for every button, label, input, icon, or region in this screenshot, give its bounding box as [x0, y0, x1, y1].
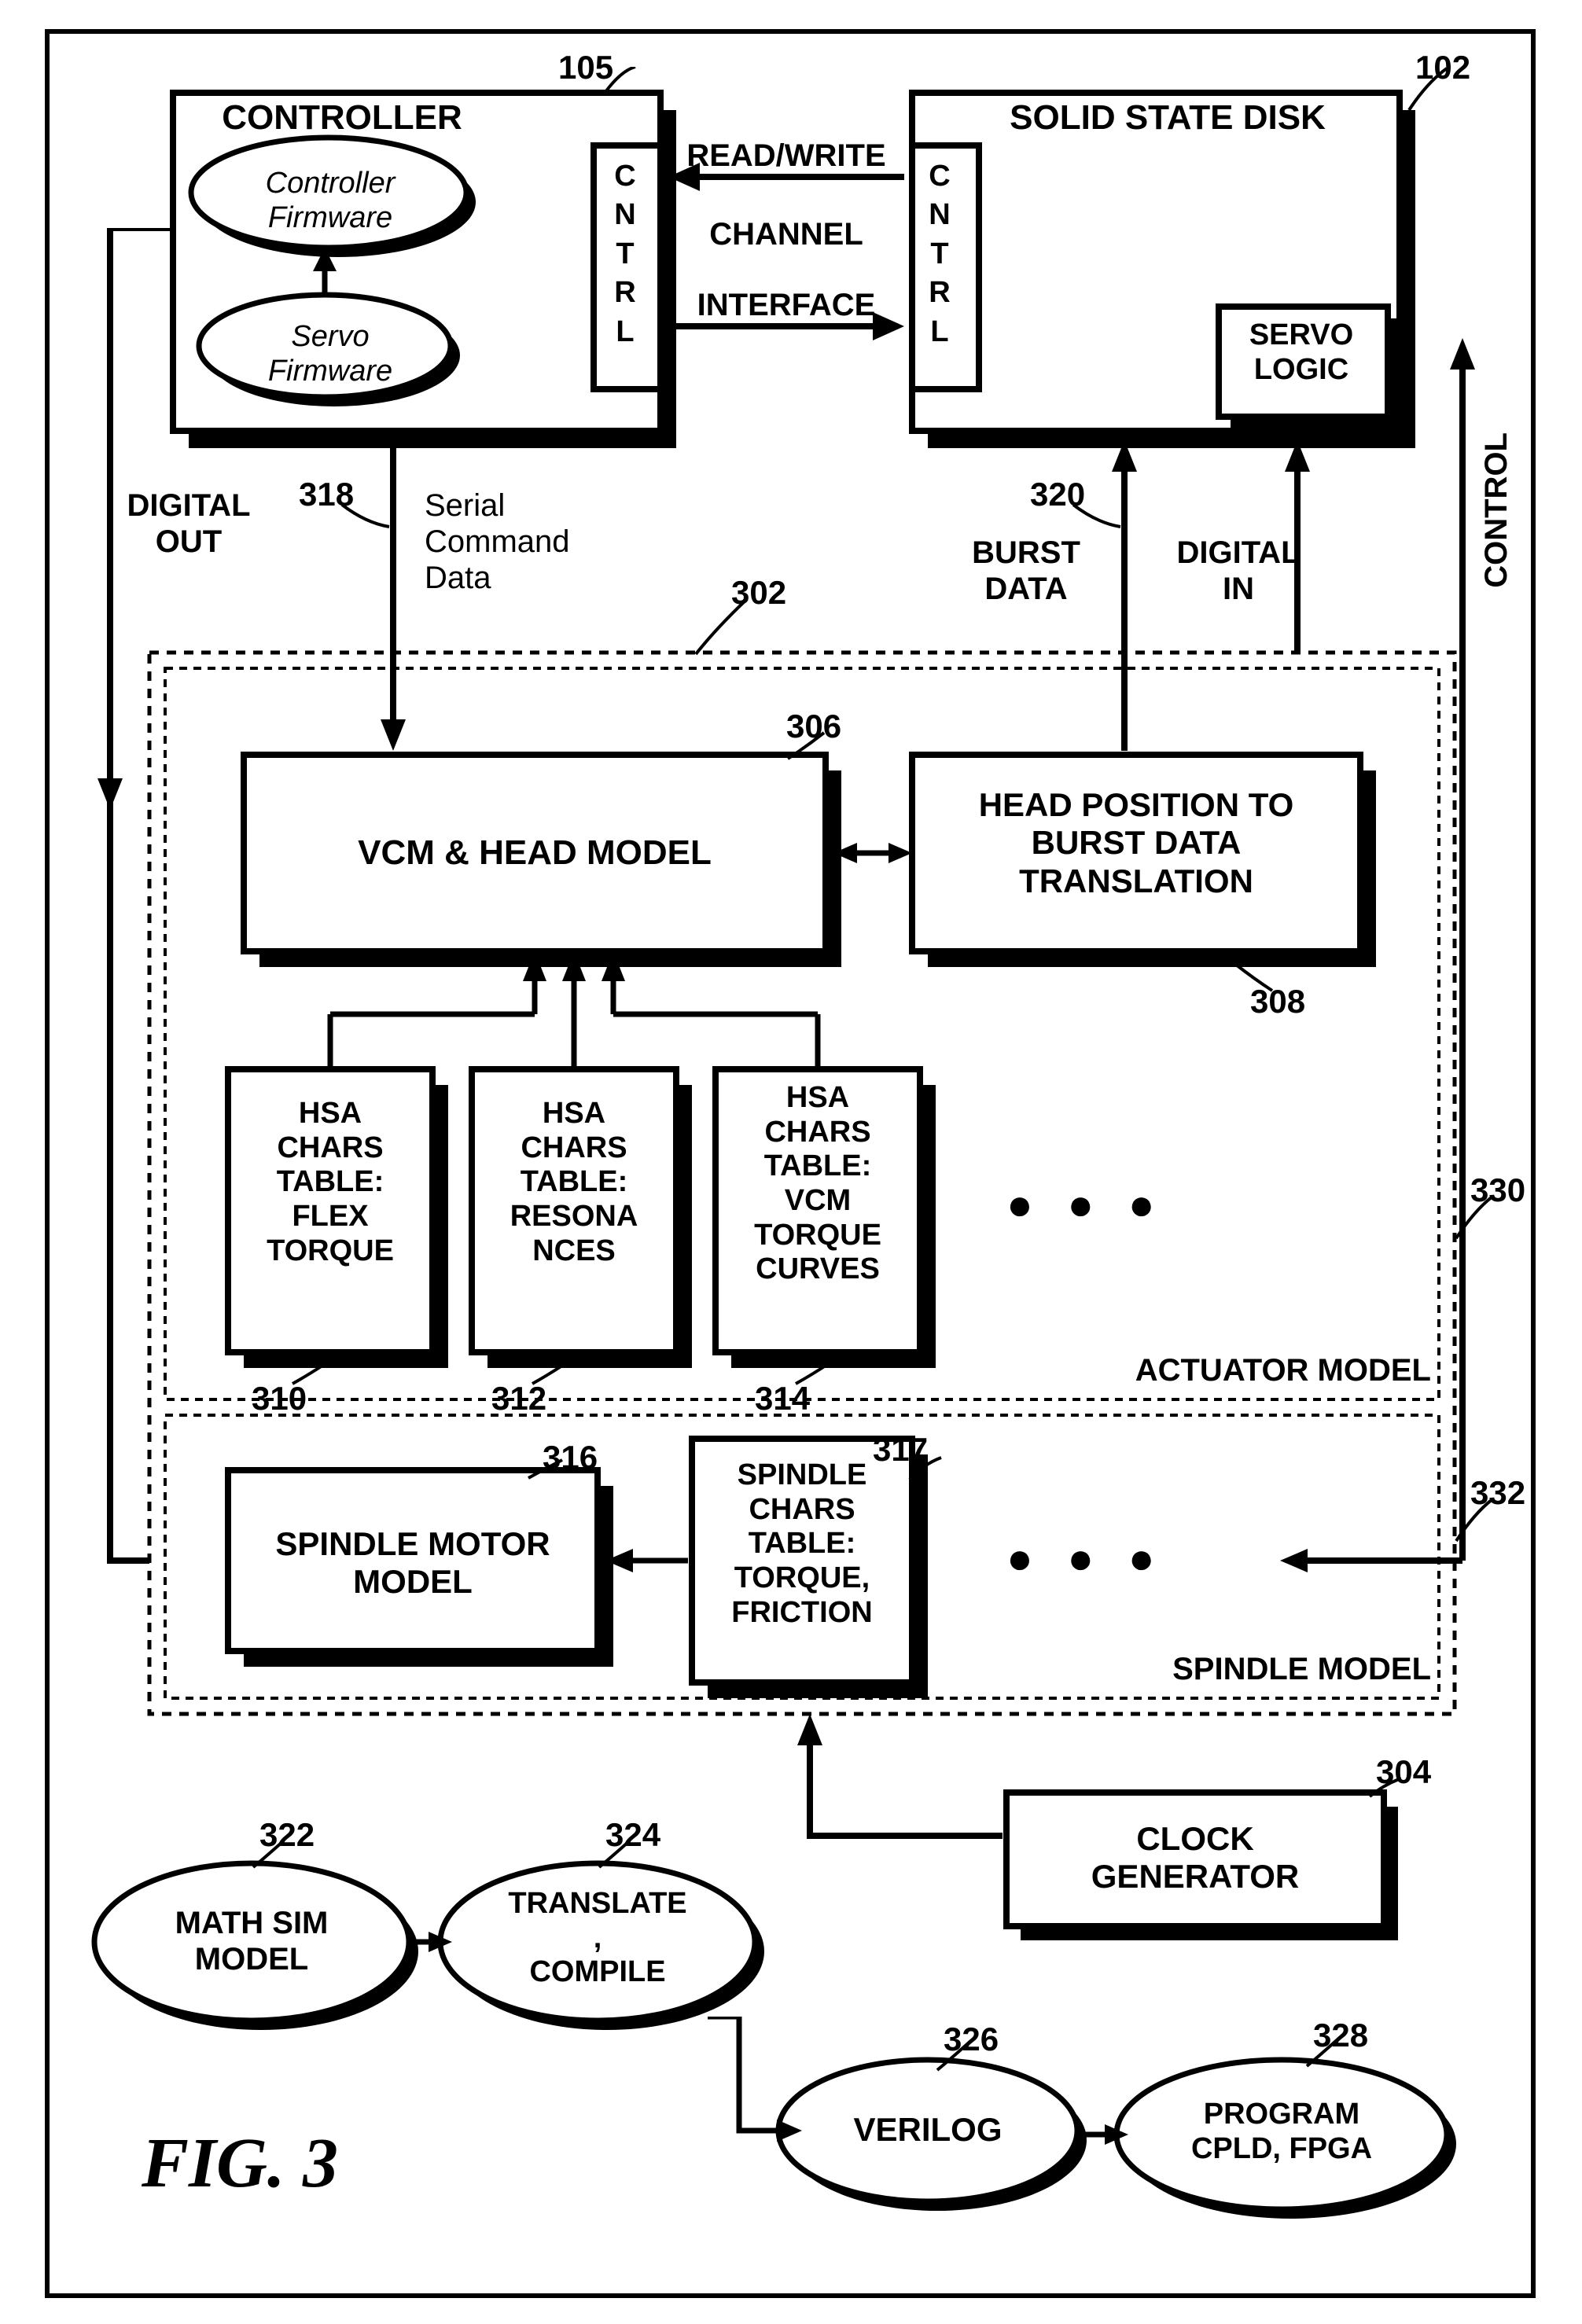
trans-verilog-arrow: [708, 2017, 826, 2150]
ref-105-lead: [598, 67, 645, 98]
ref-314-lead: [794, 1364, 841, 1388]
ref-316-lead: [527, 1458, 566, 1482]
ref-308-lead: [1234, 963, 1282, 995]
servo-logic: SERVO LOGIC: [1223, 318, 1380, 387]
spindle-label: SPINDLE MODEL: [1117, 1651, 1431, 1687]
vcm-label: VCM & HEAD MODEL: [252, 833, 818, 873]
ref-306-lead: [786, 731, 833, 763]
ssd-to-spindle-right: [1280, 440, 1469, 1572]
controller-cntrl: C N T R L: [598, 157, 653, 351]
ref-324-lead: [598, 1840, 637, 1871]
page: CONTROLLER Controller Firmware Servo Fir…: [0, 0, 1582, 2324]
ref-312-lead: [531, 1364, 578, 1388]
clock-arrow: [778, 1714, 1006, 1848]
ref-318-lead: [338, 503, 393, 535]
spindle-motor-label: SPINDLE MOTOR MODEL: [236, 1525, 590, 1601]
verilog-label: VERILOG: [833, 2111, 1022, 2149]
hsa3-label: HSA CHARS TABLE: VCM TORQUE CURVES: [719, 1081, 916, 1287]
ref-320-lead: [1069, 503, 1124, 535]
ref-326-lead: [936, 2043, 975, 2074]
verilog-prog-arrow: [1077, 2119, 1132, 2150]
ref-310-lead: [291, 1364, 338, 1388]
math-trans-arrow: [409, 1926, 456, 1958]
controller-title: CONTROLLER: [204, 98, 480, 138]
digital-out-label: DIGITAL OUT: [110, 487, 267, 560]
clock-label: CLOCK GENERATOR: [1014, 1820, 1376, 1896]
translate-label: TRANSLATE , COMPILE: [487, 1887, 708, 1990]
figure-label: FIG. 3: [142, 2123, 338, 2204]
spindle-chars-label: SPINDLE CHARS TABLE: TORQUE, FRICTION: [696, 1458, 908, 1630]
control-label: CONTROL: [1478, 432, 1514, 588]
dots-1: ● ● ●: [1006, 1179, 1166, 1230]
ref-304-lead: [1368, 1777, 1407, 1800]
ref-102-lead: [1407, 67, 1455, 114]
ssd-cntrl: C N T R L: [912, 157, 967, 351]
ref-328-lead: [1305, 2039, 1345, 2070]
channel-l3: INTERFACE: [684, 287, 888, 323]
controller-fw2: Servo Firmware: [236, 320, 425, 388]
spindle-arrow: [605, 1541, 692, 1580]
hsa1-label: HSA CHARS TABLE: FLEX TORQUE: [232, 1097, 429, 1268]
mathsim-label: MATH SIM MODEL: [153, 1905, 350, 1977]
burst-label: BURST DATA: [951, 535, 1101, 607]
ref-317-lead: [908, 1456, 947, 1484]
hsa2-label: HSA CHARS TABLE: RESONA NCES: [476, 1097, 672, 1268]
dots-2: ● ● ●: [1006, 1533, 1166, 1583]
hsa-arrows: [220, 951, 928, 1069]
ssd-title: SOLID STATE DISK: [991, 98, 1345, 138]
ref-322-lead: [252, 1840, 291, 1871]
vcm-burst-arrow: [833, 833, 912, 873]
program-label: PROGRAM CPLD, FPGA: [1164, 2098, 1400, 2166]
channel-l1: READ/WRITE: [684, 138, 888, 174]
controller-fw1: Controller Firmware: [236, 167, 425, 235]
serial-label: Serial Command Data: [425, 487, 629, 596]
channel-l2: CHANNEL: [684, 216, 888, 252]
